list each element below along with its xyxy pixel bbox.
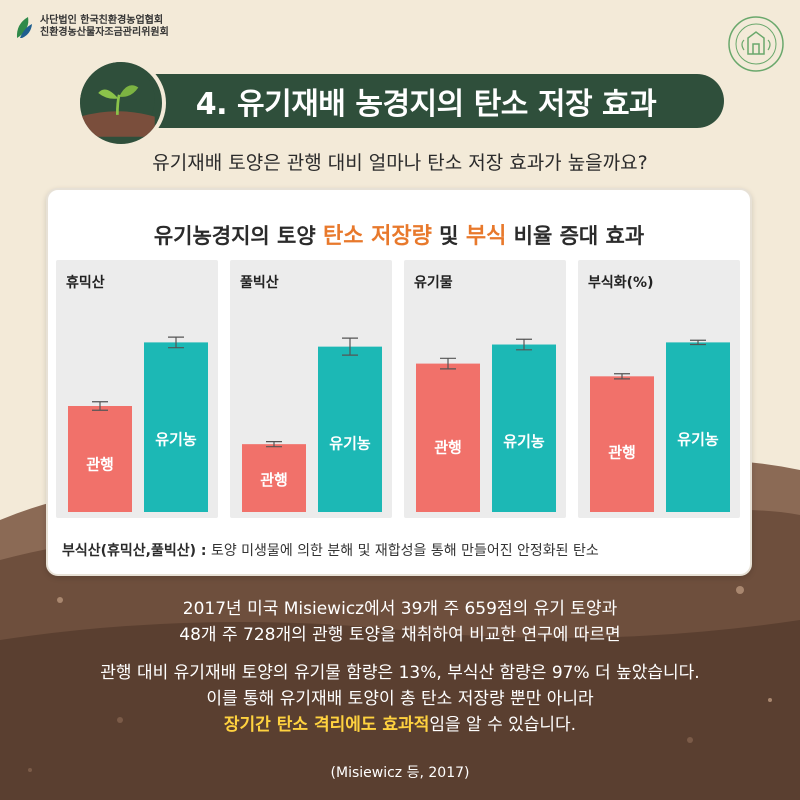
org-name-line1: 사단법인 한국친환경농업협회 <box>40 15 164 26</box>
bar-label: 관행 <box>260 471 288 489</box>
leaf-logo-icon <box>16 17 32 38</box>
bar-organic <box>666 342 730 512</box>
note-description: 토양 미생물에 의한 분해 및 재합성을 통해 만들어진 안정화된 탄소 <box>206 543 599 559</box>
error-bar <box>342 337 358 356</box>
bar-conventional <box>590 376 654 512</box>
body-line-4: 이를 통해 유기재배 토양이 총 탄소 저장량 뿐만 아니라 <box>206 689 594 709</box>
bar-label: 관행 <box>434 439 462 457</box>
panel-organic-matter: 유기물 관행 유기농 <box>404 260 566 518</box>
page-title: 4. 유기재배 농경지의 탄소 저장 효과 <box>195 87 657 122</box>
bar-label: 유기농 <box>329 435 371 453</box>
error-bar <box>516 338 532 351</box>
body-line-2: 48개 주 728개의 관행 토양을 채취하여 비교한 연구에 따르면 <box>179 625 621 645</box>
card-title-part3: 비율 증대 효과 <box>506 224 645 248</box>
body-highlight: 장기간 탄소 격리에도 효과적 <box>223 715 430 735</box>
bar-conventional <box>416 363 480 512</box>
bar-label: 관행 <box>86 456 114 474</box>
bar-conventional <box>68 406 132 512</box>
panel-title: 휴믹산 <box>66 275 105 291</box>
body-line-5: 장기간 탄소 격리에도 효과적임을 알 수 있습니다. <box>0 712 800 738</box>
question-text: 유기재배 토양은 관행 대비 얼마나 탄소 저장 효과가 높을까요? <box>152 152 648 174</box>
body-line-5-rest: 임을 알 수 있습니다. <box>429 715 577 735</box>
definition-note: 부식산(휴믹산,풀빅산) : 토양 미생물에 의한 분해 및 재합성을 통해 만… <box>62 540 599 560</box>
bar-label: 유기농 <box>155 430 197 448</box>
title-banner: 4. 유기재배 농경지의 탄소 저장 효과 <box>88 74 724 128</box>
panel-title: 유기물 <box>414 275 453 291</box>
bar-conventional <box>242 444 306 512</box>
error-bar <box>690 339 706 346</box>
sprout-badge <box>76 58 166 148</box>
panel-humification: 부식화(%) 관행 유기농 <box>578 260 740 518</box>
bar-chart-humic-acid: 관행 유기농 <box>68 336 208 512</box>
card-title-highlight-humus: 부식 <box>465 224 507 249</box>
bar-label: 유기농 <box>677 430 719 448</box>
card-title: 유기농경지의 토양 탄소 저장량 및 부식 비율 증대 효과 <box>48 218 750 250</box>
source-citation: (Misiewicz 등, 2017) <box>330 765 470 781</box>
note-term: 부식산(휴믹산,풀빅산) : <box>62 543 207 559</box>
error-bar <box>614 373 630 380</box>
organic-seal-icon <box>728 16 784 72</box>
body-line-1: 2017년 미국 Misiewicz에서 39개 주 659점의 유기 토양과 <box>182 599 618 619</box>
bar-organic <box>318 346 382 512</box>
panel-humic-acid: 휴믹산 관행 유기농 <box>56 260 218 518</box>
error-bar <box>168 336 184 349</box>
bar-label: 관행 <box>608 444 636 462</box>
bar-chart-fulvic-acid: 관행 유기농 <box>242 337 382 512</box>
panel-title: 풀빅산 <box>240 275 279 291</box>
organization-header: 사단법인 한국친환경농업협회 친환경농산물자조금관리위원회 <box>14 14 169 40</box>
error-bar <box>440 357 456 370</box>
bar-chart-humification: 관행 유기농 <box>590 339 730 512</box>
card-title-part2: 및 <box>431 224 466 248</box>
chart-card: 유기농경지의 토양 탄소 저장량 및 부식 비율 증대 효과 휴믹산 관행 유기농… <box>46 188 752 576</box>
sprout-icon <box>80 62 155 137</box>
bar-label: 유기농 <box>503 433 545 451</box>
panel-title: 부식화(%) <box>588 275 654 291</box>
bar-chart-organic-matter: 관행 유기농 <box>416 338 556 512</box>
card-title-highlight-carbon: 탄소 저장량 <box>323 224 432 249</box>
error-bar <box>266 441 282 448</box>
body-line-3: 관행 대비 유기재배 토양의 유기물 함량은 13%, 부식산 함량은 97% … <box>100 663 700 683</box>
org-name-line2: 친환경농산물자조금관리위원회 <box>40 27 169 38</box>
bar-organic <box>144 342 208 512</box>
bar-organic <box>492 344 556 512</box>
error-bar <box>92 401 108 411</box>
card-title-part1: 유기농경지의 토양 <box>153 224 323 248</box>
panel-fulvic-acid: 풀빅산 관행 유기농 <box>230 260 392 518</box>
